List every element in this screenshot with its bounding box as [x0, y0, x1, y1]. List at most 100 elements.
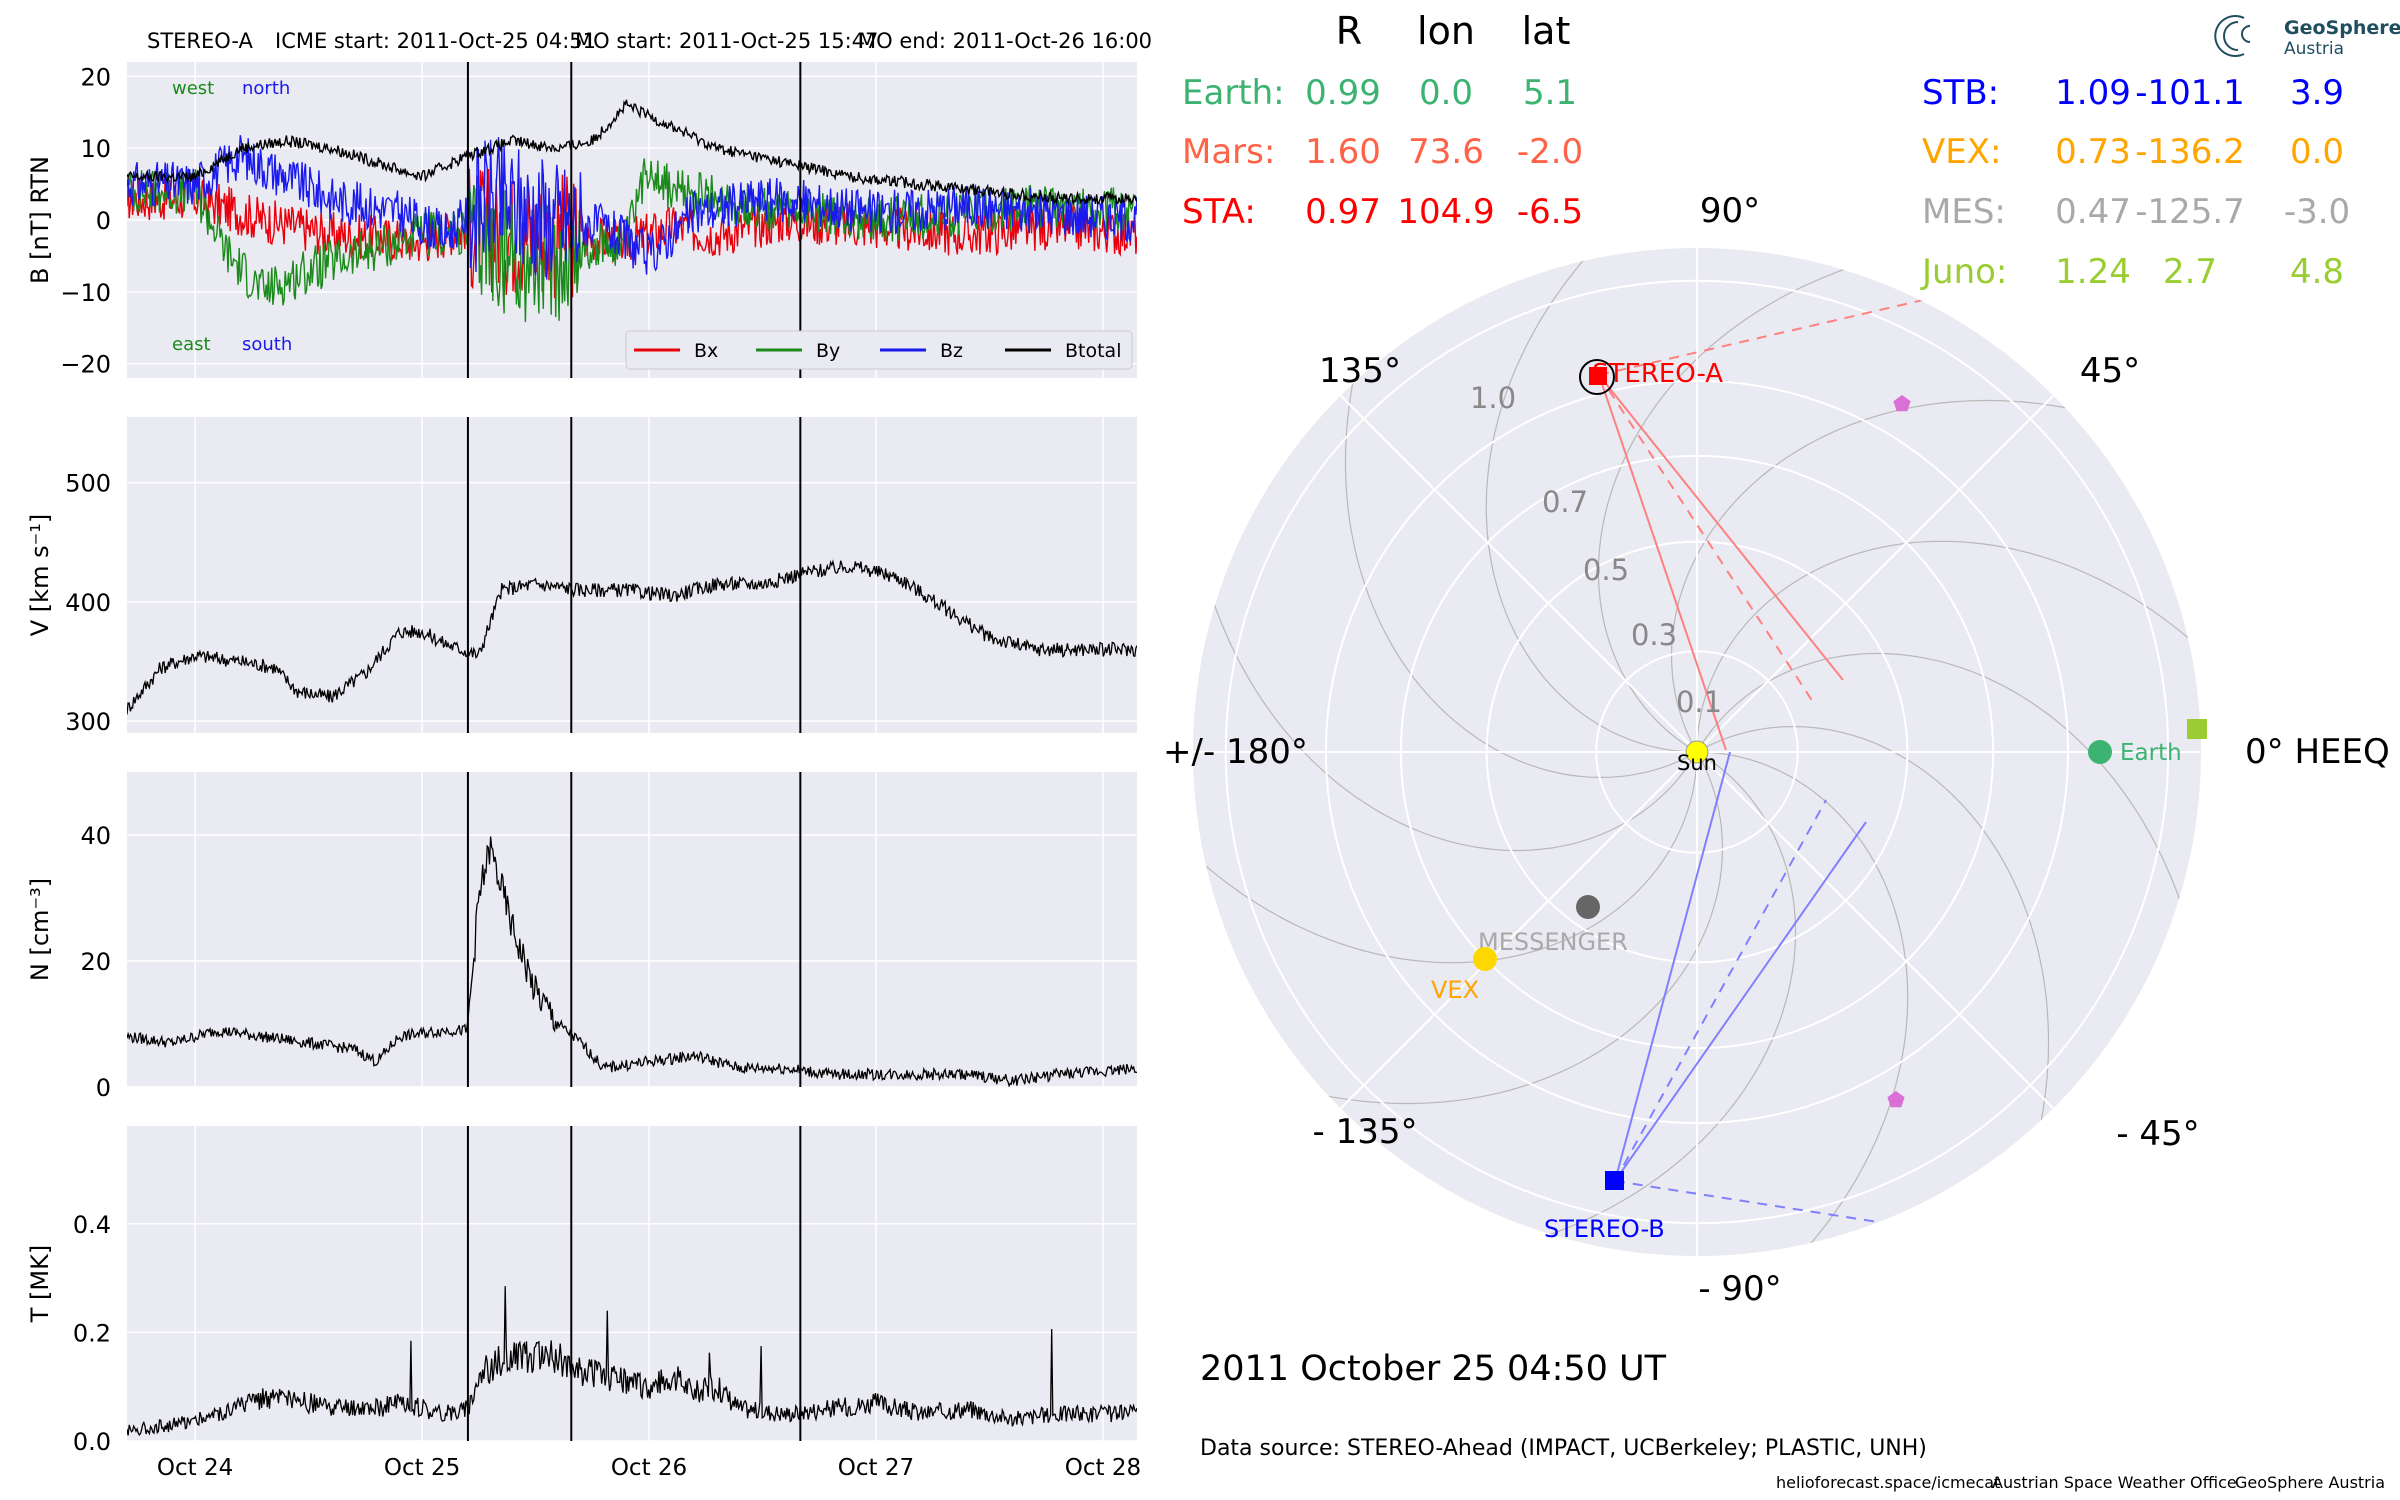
y-axis-label: N [cm⁻³]	[26, 878, 54, 981]
footer-office: Austrian Space Weather Office	[1992, 1473, 2237, 1492]
radius-label: 0.1	[1676, 685, 1722, 719]
sun-marker	[1685, 740, 1709, 764]
panel-speed: 500 400 300 V [km s⁻¹]	[26, 417, 1137, 736]
parker-spiral	[1696, 751, 1909, 1256]
earth-label: Earth	[2120, 740, 2182, 766]
stereo-b-marker	[1605, 1171, 1624, 1190]
x-tick-label: Oct 26	[611, 1455, 687, 1481]
table-left-name: Mars:	[1182, 132, 1275, 172]
y-axis-label: V [km s⁻¹]	[26, 514, 54, 636]
y-tick-label: −20	[60, 351, 111, 379]
parker-spiral	[1671, 399, 2086, 753]
y-tick-label: 20	[80, 63, 111, 91]
table-header-lat: lat	[1522, 9, 1571, 53]
legend-label-Bz: Bz	[940, 340, 963, 362]
header: STEREO-A ICME start: 2011-Oct-25 04:51 M…	[147, 29, 1152, 53]
table-right-name: Juno:	[1920, 252, 2007, 292]
logo-line2: Austria	[2284, 39, 2344, 59]
legend-box	[625, 330, 1133, 370]
logo-mark-icon	[2214, 15, 2251, 57]
radius-label: 0.7	[1542, 485, 1588, 519]
logo-line1: GeoSphere	[2284, 17, 2400, 39]
series-group	[127, 99, 1137, 323]
series-line-Btotal	[127, 99, 1137, 207]
legend-label-By: By	[816, 340, 840, 362]
annotation-west: west	[172, 78, 214, 99]
angle-label: - 90°	[1698, 1269, 1781, 1309]
table-left-name: Earth:	[1182, 73, 1285, 113]
fov-line	[1614, 1180, 1879, 1223]
y-tick-label: −10	[60, 279, 111, 307]
series-group	[127, 559, 1137, 715]
y-tick-label: 500	[65, 470, 111, 498]
fov-line	[1598, 374, 1844, 681]
messenger-label: MESSENGER	[1478, 928, 1628, 956]
y-tick-label: 0.4	[73, 1211, 111, 1239]
table-right-name: VEX:	[1922, 132, 2002, 172]
parker-spiral	[1530, 751, 1797, 1242]
table-right-name: STB:	[1922, 73, 1999, 113]
header-mo-start: MO start: 2011-Oct-25 15:47	[575, 29, 878, 53]
timeseries-panels: 20 10 0 −10 −20 B [nT] RTN west north east south B…	[26, 62, 1141, 1481]
timestamp: 2011 October 25 04:50 UT	[1200, 1349, 1667, 1389]
table-right-r: 0.47	[2055, 192, 2131, 232]
panel-background	[127, 417, 1137, 733]
x-tick-label: Oct 27	[838, 1455, 914, 1481]
panel-temperature: 0.4 0.2 0.0 T [MK] Oct 24 Oct 25 Oct 26 Oct 27 O…	[26, 1126, 1141, 1481]
y-tick-label: 0	[96, 207, 111, 235]
y-tick-label: 0	[96, 1074, 111, 1102]
angle-label: - 135°	[1313, 1112, 1418, 1152]
legend-label-Btotal: Btotal	[1065, 340, 1121, 362]
fov-line	[1614, 799, 1827, 1182]
table-right-lat: 0.0	[2290, 132, 2344, 172]
parker-spirals	[1193, 248, 2201, 1256]
fov-line	[1598, 374, 1727, 751]
table-left-lat: 5.1	[1523, 73, 1577, 113]
panel-magnetic-field: 20 10 0 −10 −20 B [nT] RTN west north east south B…	[26, 62, 1137, 379]
y-tick-label: 400	[65, 589, 111, 617]
data-source: Data source: STEREO-Ahead (IMPACT, UCBer…	[1200, 1436, 1927, 1461]
table-right-lat: 4.8	[2290, 252, 2344, 292]
legend: Bx By Bz Btotal	[625, 330, 1133, 370]
table-left-name: STA:	[1182, 192, 1256, 232]
table-right-lon: -125.7	[2135, 192, 2245, 232]
y-tick-label: 40	[80, 822, 111, 850]
angle-gridline	[1339, 751, 1698, 1110]
legend-label-Bx: Bx	[694, 340, 718, 362]
header-icme-start: ICME start: 2011-Oct-25 04:51	[275, 29, 596, 53]
table-right-lat: -3.0	[2284, 192, 2350, 232]
series-group	[127, 836, 1137, 1087]
angle-label: - 45°	[2116, 1114, 2199, 1154]
fov-lines	[1598, 299, 1924, 1223]
geosphere-logo: GeoSphere Austria	[2214, 15, 2400, 59]
y-tick-label: 20	[80, 948, 111, 976]
angle-gridline	[1696, 751, 2055, 1110]
table-left-r: 0.97	[1305, 192, 1381, 232]
polar-plot: 1.0 0.7 0.50.3 0.1 90° 45° 0° HEEQ - 45° - 90° - …	[1163, 191, 2390, 1309]
table-right-lon: -136.2	[2135, 132, 2245, 172]
header-mo-end: MO end: 2011-Oct-26 16:00	[858, 29, 1152, 53]
table-left-lat: -2.0	[1517, 132, 1583, 172]
table-right-lon: 2.7	[2163, 252, 2217, 292]
x-tick-label: Oct 24	[157, 1455, 233, 1481]
fov-line	[1598, 374, 1816, 706]
vex-marker	[1473, 947, 1497, 971]
pentagon-marker	[1887, 1091, 1905, 1108]
table-left-lat: -6.5	[1517, 192, 1583, 232]
parker-spiral	[1207, 585, 1698, 852]
table-header-lon: lon	[1417, 9, 1475, 53]
footer-org: GeoSphere Austria	[2235, 1473, 2385, 1492]
parker-spiral	[1308, 751, 1723, 1105]
parker-spiral	[1193, 751, 1698, 964]
table-right-name: MES:	[1922, 192, 2006, 232]
fov-line	[1614, 821, 1867, 1182]
earth-marker	[2088, 740, 2112, 764]
stereo-b-label: STEREO-B	[1544, 1215, 1665, 1243]
stereo-a-ring	[1579, 359, 1615, 395]
pentagon-marker	[1893, 395, 1911, 412]
x-tick-label: Oct 28	[1065, 1455, 1141, 1481]
parker-spiral	[1597, 262, 1864, 753]
table-left-r: 0.99	[1305, 73, 1381, 113]
